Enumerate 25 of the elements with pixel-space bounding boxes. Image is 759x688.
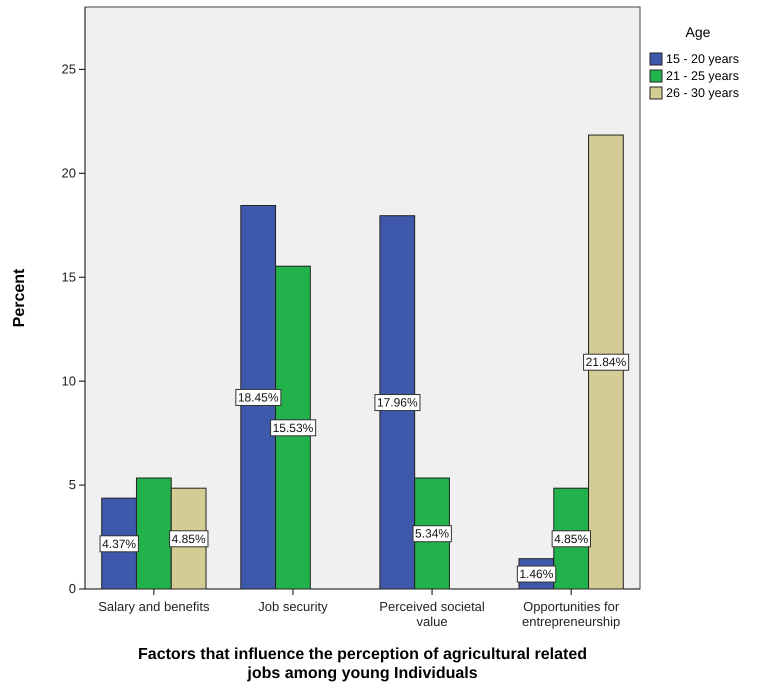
data-label: 4.37% <box>102 536 136 551</box>
data-label: 21.84% <box>586 355 627 370</box>
x-tick-label: Job security <box>258 599 328 614</box>
y-axis-title: Percent <box>11 268 28 328</box>
data-label: 4.85% <box>172 532 206 546</box>
data-label: 1.46% <box>519 567 554 582</box>
y-tick-label: 10 <box>62 373 76 388</box>
data-label: 17.96% <box>376 396 418 410</box>
data-label: 18.45% <box>238 390 279 404</box>
x-axis-title: Factors that influence the perception of agricultural related jobs among young Individuals <box>138 646 587 682</box>
legend-label: 26 - 30 years <box>666 86 739 100</box>
y-tick-label: 25 <box>62 62 76 77</box>
legend-label: 15 - 20 years <box>666 52 739 66</box>
legend-title: Age <box>686 24 711 40</box>
y-tick-label: 20 <box>62 165 76 180</box>
y-tick-label: 5 <box>68 477 76 492</box>
data-label: 4.85% <box>554 532 588 546</box>
data-label: 5.34% <box>415 526 450 541</box>
x-tick-label: Salary and benefits <box>98 599 210 614</box>
y-tick-label: 15 <box>62 269 76 284</box>
data-label: 15.53% <box>272 420 314 435</box>
legend-label: 21 - 25 years <box>666 69 739 83</box>
x-tick-label: Opportunities for entrepreneurship <box>522 599 620 629</box>
x-tick-label: Perceived societal value <box>379 599 485 629</box>
y-tick-label: 0 <box>68 581 76 596</box>
